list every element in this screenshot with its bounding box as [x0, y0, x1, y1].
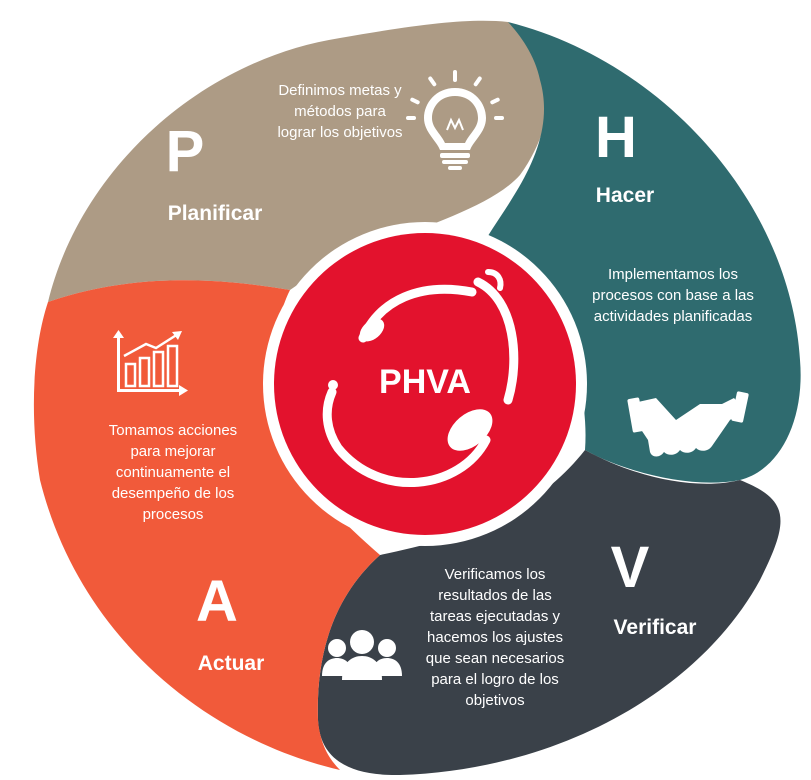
desc-line: métodos para — [294, 103, 386, 120]
desc-line: continuamente el — [115, 464, 231, 481]
segment-hacer — [480, 22, 801, 483]
segment-verificar — [317, 450, 781, 776]
letter-h: H — [595, 105, 637, 170]
desc-actuar: Tomamos acciones para mejorar continuame… — [88, 420, 258, 525]
desc-line: procesos — [142, 506, 204, 523]
center-label: PHVA — [379, 363, 471, 401]
desc-line: tareas ejecutadas y — [429, 608, 561, 625]
desc-line: Verificamos los — [444, 566, 546, 583]
desc-line: desempeño de los — [111, 485, 235, 502]
cycle-swoosh-icon — [322, 269, 519, 488]
desc-line: resultados de las — [438, 587, 552, 604]
desc-hacer: Implementamos los procesos con base a la… — [568, 264, 778, 327]
desc-planificar: Definimos metas y métodos para lograr lo… — [250, 80, 430, 143]
label-actuar: Actuar — [197, 652, 265, 675]
desc-line: lograr los objetivos — [277, 124, 403, 141]
label-planificar: Planificar — [167, 202, 263, 225]
lightbulb-icon — [406, 70, 504, 170]
growth-chart-icon — [113, 330, 188, 396]
desc-line: Definimos metas y — [278, 82, 402, 99]
desc-line: para el logro de los — [431, 671, 559, 688]
desc-line: actividades planificadas — [593, 308, 753, 325]
desc-verificar: Verificamos los resultados de las tareas… — [405, 564, 585, 711]
letter-p: P — [165, 119, 205, 184]
label-hacer: Hacer — [595, 184, 655, 207]
desc-line: Implementamos los — [607, 266, 739, 283]
letter-v: V — [610, 535, 650, 600]
segment-actuar — [33, 280, 380, 770]
desc-line: objetivos — [465, 692, 525, 709]
desc-line: que sean necesarios — [425, 650, 565, 667]
people-icon — [322, 630, 402, 680]
desc-line: procesos con base a las — [592, 287, 754, 304]
label-verificar: Verificar — [613, 616, 697, 639]
letter-a: A — [196, 569, 238, 634]
desc-line: para mejorar — [130, 443, 216, 460]
handshake-icon — [627, 391, 749, 457]
desc-line: hacemos los ajustes — [427, 629, 563, 646]
desc-line: Tomamos acciones — [108, 422, 238, 439]
segment-planificar — [48, 20, 549, 302]
